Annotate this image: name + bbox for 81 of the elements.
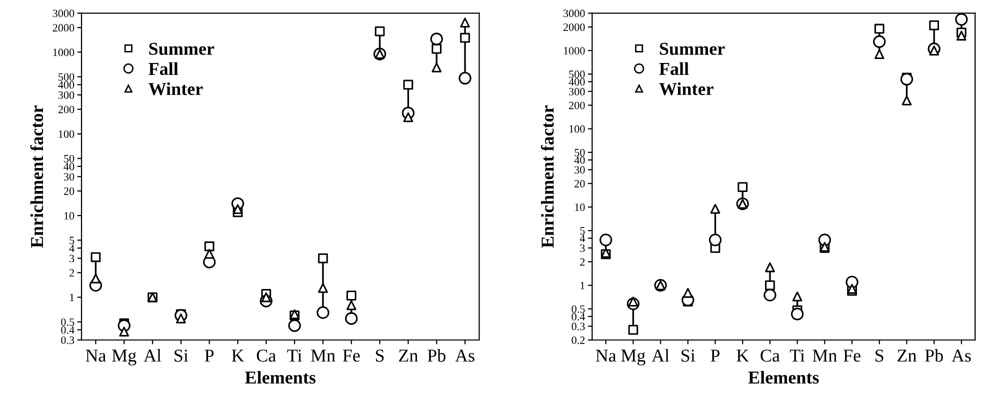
x-tick-label: K (232, 350, 244, 362)
y-tick-label: 4 (69, 244, 74, 252)
y-tick-label: 1000 (564, 47, 585, 54)
x-tick-label: Ca (760, 350, 780, 362)
y-tick-label: 0.5 (61, 318, 74, 326)
legend-label: Fall (148, 62, 178, 75)
x-tick-label: S (876, 350, 884, 362)
x-tick-label: Fe (844, 350, 860, 362)
y-tick-label: 0.3 (61, 336, 74, 344)
y-tick-label: 100 (570, 125, 585, 133)
y-tick-label: 2 (69, 269, 74, 277)
x-tick-label: As (952, 350, 971, 362)
y-tick-label: 3000 (564, 10, 585, 18)
x-tick-label: Fe (342, 350, 360, 362)
y-tick-label: 2 (580, 258, 585, 266)
x-tick-label: Mn (310, 350, 336, 362)
y-tick-label: 300 (569, 88, 585, 96)
x-tick-label: S (376, 350, 384, 362)
legend-label: Summer (149, 42, 214, 55)
x-tick-label: Mn (812, 350, 837, 362)
y-axis-title: Enrichment factor (540, 106, 554, 248)
x-tick-label: P (204, 350, 214, 362)
x-tick-label: Ti (287, 350, 302, 362)
y-tick-label: 50 (64, 154, 74, 162)
y-tick-label: 0.4 (572, 312, 586, 320)
x-axis-title: Elements (748, 370, 819, 384)
y-tick-label: 4 (580, 234, 586, 242)
legend-label: Winter (659, 82, 714, 96)
x-tick-label: Mg (621, 350, 646, 366)
x-tick-label: K (736, 350, 749, 362)
y-tick-label: 400 (568, 78, 585, 86)
y-tick-label: 0.2 (572, 336, 585, 344)
x-tick-label: Si (174, 350, 188, 362)
y-tick-label: 2000 (52, 24, 74, 32)
x-tick-label: Zn (898, 350, 916, 362)
y-tick-label: 3000 (52, 10, 74, 18)
y-tick-label: 50 (574, 148, 585, 156)
y-tick-label: 1 (580, 282, 585, 290)
x-tick-label: P (710, 350, 720, 362)
y-tick-label: 30 (574, 166, 585, 174)
x-tick-label: Na (86, 350, 106, 362)
x-tick-label: Si (682, 350, 696, 362)
y-tick-label: 500 (569, 70, 585, 78)
x-tick-label: Ca (256, 350, 276, 362)
x-tick-label: Na (596, 350, 616, 362)
y-tick-label: 0.4 (61, 326, 74, 334)
x-tick-label: As (455, 350, 474, 362)
y-tick-label: 300 (58, 91, 74, 99)
y-tick-label: 1 (70, 294, 74, 302)
x-tick-label: Al (144, 349, 162, 362)
y-tick-label: 0.3 (572, 322, 585, 330)
y-tick-label: 20 (64, 187, 74, 195)
x-tick-label: Al (652, 349, 670, 362)
x-tick-label: Pb (428, 349, 446, 362)
x-tick-label: Mg (112, 350, 136, 366)
y-tick-label: 3 (70, 254, 74, 262)
y-tick-label: 100 (58, 130, 74, 138)
x-axis-title: Elements (245, 370, 316, 384)
legend-label: Fall (659, 62, 689, 75)
y-tick-label: 0.5 (572, 305, 585, 313)
y-tick-label: 3 (580, 244, 585, 252)
legend-label: Winter (148, 82, 203, 96)
y-tick-label: 2000 (563, 23, 585, 31)
y-tick-label: 400 (58, 81, 74, 89)
y-tick-label: 10 (575, 204, 585, 212)
y-tick-label: 200 (569, 102, 585, 110)
x-tick-label: Ti (790, 350, 805, 362)
x-tick-label: Pb (925, 349, 943, 362)
y-tick-label: 30 (64, 173, 74, 181)
y-tick-label: 200 (58, 106, 74, 114)
y-tick-label: 500 (58, 73, 74, 81)
x-tick-label: Zn (399, 350, 418, 362)
y-tick-label: 40 (574, 156, 585, 164)
y-tick-label: 20 (574, 180, 585, 188)
y-axis-title: Enrichment factor (30, 106, 44, 248)
y-tick-label: 5 (580, 227, 585, 235)
y-tick-label: 5 (70, 236, 74, 244)
y-tick-label: 40 (64, 162, 74, 170)
y-tick-label: 10 (64, 212, 74, 220)
y-tick-label: 1000 (53, 48, 74, 56)
legend-label: Summer (660, 42, 725, 55)
